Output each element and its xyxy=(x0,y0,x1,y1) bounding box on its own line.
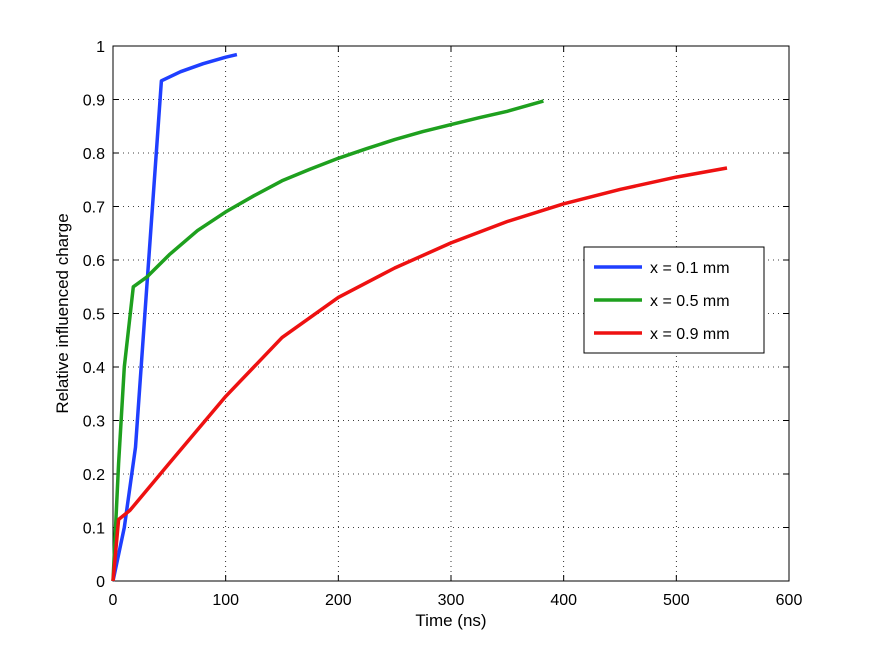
y-tick-label: 0.4 xyxy=(83,360,105,377)
y-tick-label: 0.8 xyxy=(83,146,105,163)
y-tick-label: 0.2 xyxy=(83,467,105,484)
series-line-1 xyxy=(111,52,238,582)
x-tick-label: 500 xyxy=(663,592,690,609)
x-axis-title: Time (ns) xyxy=(415,611,486,630)
legend-label-1: x = 0.1 mm xyxy=(650,260,730,277)
y-tick-label: 0.6 xyxy=(83,253,105,270)
x-tick-label: 100 xyxy=(212,592,239,609)
y-tick-label: 0.3 xyxy=(83,414,105,431)
x-tick-label: 0 xyxy=(109,592,118,609)
legend-label-2: x = 0.5 mm xyxy=(650,293,730,310)
grid-lines xyxy=(113,46,789,581)
y-tick-label: 0.7 xyxy=(83,200,105,217)
y-axis-title: Relative influenced charge xyxy=(53,213,72,413)
x-tick-label: 600 xyxy=(776,592,803,609)
x-tick-label: 200 xyxy=(325,592,352,609)
y-tick-label: 1 xyxy=(96,39,105,56)
series-lines xyxy=(111,52,728,582)
y-tick-label: 0.1 xyxy=(83,521,105,538)
x-tick-label: 300 xyxy=(438,592,465,609)
y-tick-label: 0 xyxy=(96,574,105,591)
x-tick-label: 400 xyxy=(550,592,577,609)
series-line-2 xyxy=(111,99,544,582)
series-line-3 xyxy=(111,166,728,582)
legend-label-3: x = 0.9 mm xyxy=(650,326,730,343)
y-tick-label: 0.5 xyxy=(83,307,105,324)
legend: x = 0.1 mm x = 0.5 mm x = 0.9 mm xyxy=(583,246,765,354)
y-tick-label: 0.9 xyxy=(83,93,105,110)
axis-ticks: 0 100 200 300 400 500 600 0 0.1 0.2 0.3 0.4 0.5 0.6 0.… xyxy=(83,39,803,609)
